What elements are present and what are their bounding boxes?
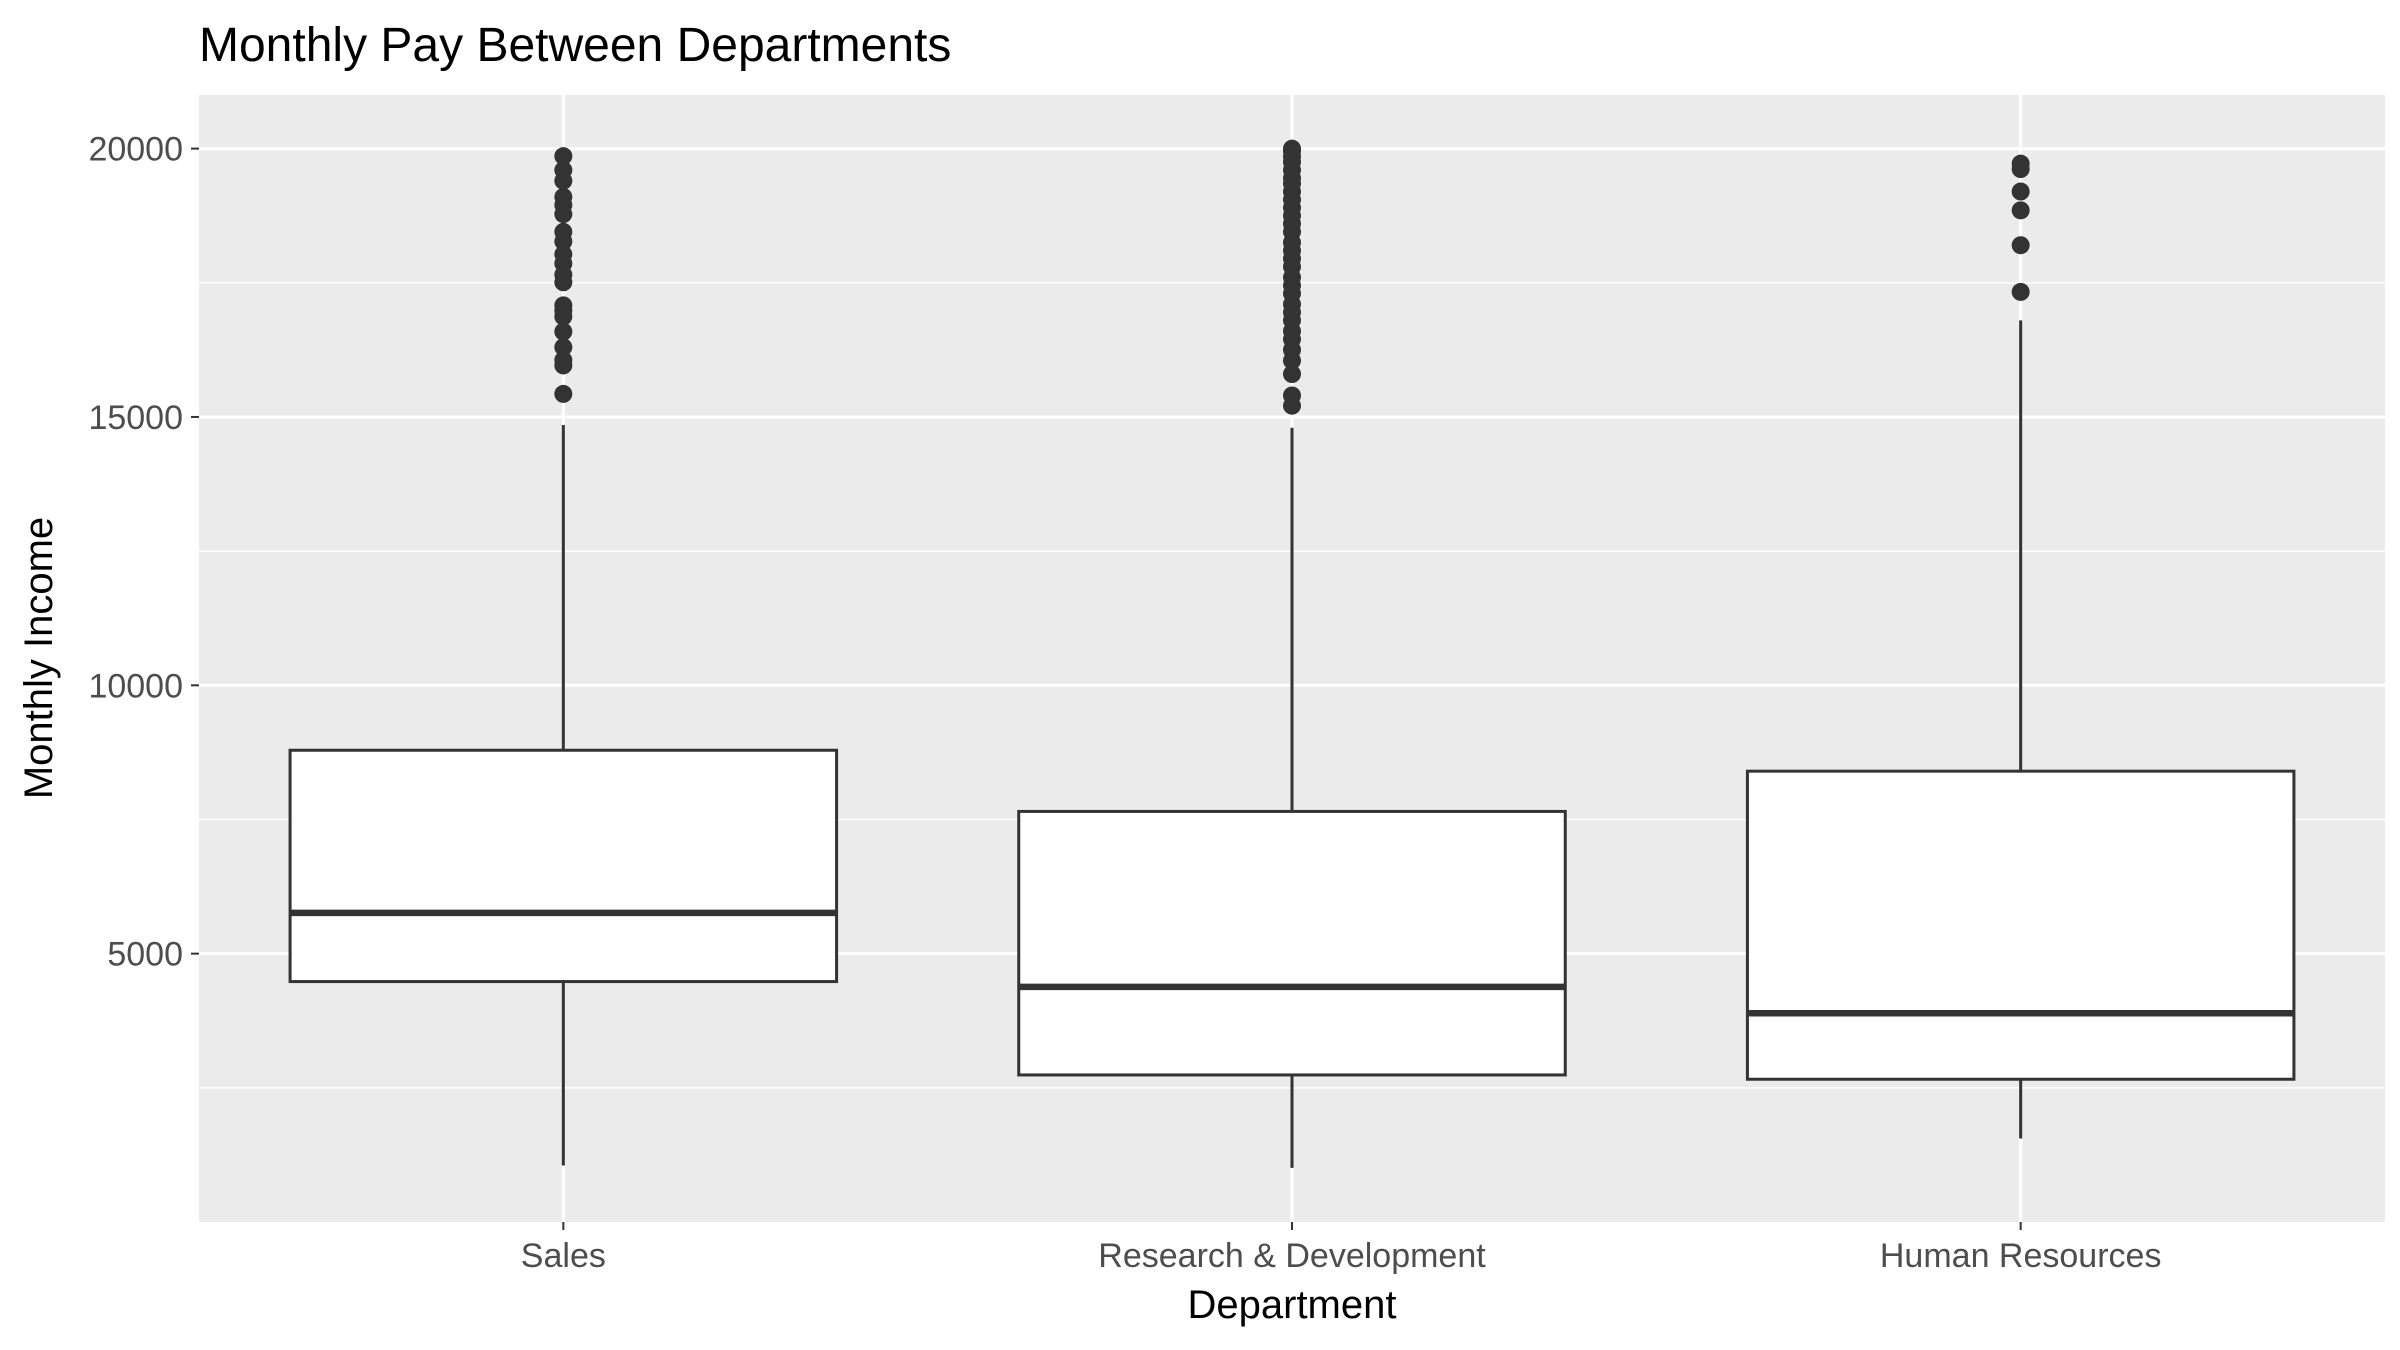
outlier-point bbox=[2011, 282, 2030, 301]
box-2 bbox=[1017, 139, 1567, 1168]
outlier-point bbox=[1283, 365, 1301, 384]
outlier-point bbox=[554, 338, 573, 357]
outlier-point bbox=[1283, 139, 1301, 158]
outlier-point bbox=[554, 351, 573, 370]
box-iqr bbox=[1017, 809, 1567, 1077]
y-tick-label: 10000 bbox=[88, 667, 183, 705]
box-3 bbox=[1745, 154, 2296, 1139]
y-tick-label: 20000 bbox=[88, 131, 183, 169]
x-axis-ticks: Sales Research & Development Human Resourc… bbox=[521, 1222, 2162, 1275]
outlier-point bbox=[554, 161, 573, 180]
y-tick-label: 15000 bbox=[88, 399, 183, 437]
outlier-point bbox=[554, 147, 573, 166]
x-tick-label: Human Resources bbox=[1880, 1237, 2162, 1275]
outlier-point bbox=[554, 187, 573, 206]
outlier-point bbox=[2011, 182, 2030, 201]
box-1 bbox=[288, 147, 839, 1166]
box-iqr bbox=[1745, 769, 2296, 1081]
x-axis-title: Department bbox=[1188, 1283, 1397, 1327]
outlier-point bbox=[2011, 201, 2030, 220]
outlier-point bbox=[2011, 236, 2030, 255]
chart-title: Monthly Pay Between Departments bbox=[199, 19, 951, 72]
outlier-point bbox=[554, 245, 573, 264]
outlier-point bbox=[1283, 386, 1301, 405]
x-tick-label: Research & Development bbox=[1098, 1237, 1486, 1275]
y-axis-ticks: 5000 10000 15000 20000 bbox=[88, 131, 199, 974]
outlier-point bbox=[554, 322, 573, 341]
y-axis-title: Monthly Income bbox=[17, 517, 61, 799]
outlier-point bbox=[2011, 154, 2030, 173]
outlier-point bbox=[554, 296, 573, 315]
outlier-point bbox=[554, 222, 573, 241]
outlier-point bbox=[554, 384, 573, 403]
box-iqr bbox=[288, 748, 839, 984]
y-tick-label: 5000 bbox=[107, 936, 183, 974]
x-tick-label: Sales bbox=[521, 1237, 606, 1275]
boxes bbox=[288, 139, 2296, 1168]
